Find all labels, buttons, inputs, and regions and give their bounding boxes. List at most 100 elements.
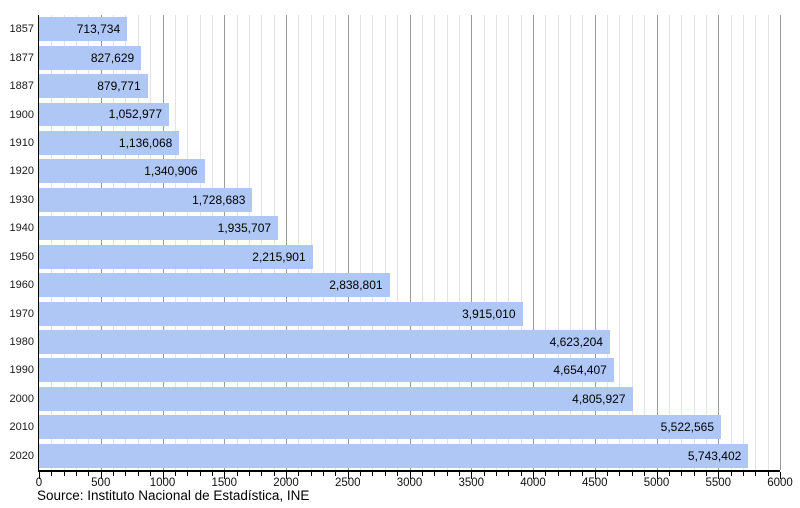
gridline-minor bbox=[150, 15, 152, 470]
x-tick-label: 6000 bbox=[767, 477, 793, 489]
x-tick-label: 1000 bbox=[149, 477, 176, 489]
gridline-minor bbox=[755, 15, 757, 470]
bar-1887: 879,771 bbox=[39, 74, 148, 98]
x-tick-minor bbox=[644, 472, 646, 476]
bar-value-label: 879,771 bbox=[97, 79, 141, 94]
x-tick-minor bbox=[51, 472, 53, 476]
bar-2010: 5,522,565 bbox=[39, 415, 722, 440]
x-tick-minor bbox=[211, 472, 213, 476]
gridline-major bbox=[162, 15, 164, 470]
y-tick-label: 1920 bbox=[9, 165, 34, 178]
gridline-minor bbox=[742, 15, 744, 470]
x-tick-minor bbox=[384, 472, 386, 476]
gridline-major bbox=[594, 15, 596, 470]
x-tick-minor bbox=[570, 472, 572, 476]
gridline-minor bbox=[298, 15, 300, 470]
x-tick-major bbox=[780, 472, 781, 479]
x-tick-minor bbox=[495, 472, 497, 476]
bar-value-label: 1,052,977 bbox=[108, 107, 163, 122]
bar-value-label: 1,728,683 bbox=[192, 192, 246, 207]
gridline-minor bbox=[51, 15, 53, 470]
x-tick-minor bbox=[125, 472, 127, 476]
bar-1877: 827,629 bbox=[39, 45, 142, 70]
gridline-minor bbox=[384, 15, 386, 470]
y-tick-label: 1877 bbox=[9, 51, 34, 64]
x-tick-minor bbox=[273, 472, 275, 476]
x-tick-major bbox=[594, 472, 596, 479]
gridline-minor bbox=[557, 15, 559, 470]
x-tick-label: 3500 bbox=[458, 477, 485, 489]
gridline-minor bbox=[261, 15, 263, 470]
bar-1990: 4,654,407 bbox=[39, 358, 614, 383]
gridline-minor bbox=[113, 15, 115, 470]
y-tick-label: 1940 bbox=[9, 222, 34, 235]
x-tick-minor bbox=[681, 472, 683, 476]
x-tick-minor bbox=[174, 472, 176, 476]
bar-value-label: 3,915,010 bbox=[462, 306, 516, 321]
gridline-minor bbox=[421, 15, 423, 470]
x-tick-major bbox=[718, 472, 720, 479]
gridline-minor bbox=[236, 15, 238, 470]
gridline-minor bbox=[397, 15, 399, 470]
gridline-major bbox=[409, 15, 411, 470]
x-tick-major bbox=[533, 472, 534, 479]
gridline-minor bbox=[458, 15, 460, 470]
gridline-minor bbox=[619, 15, 621, 470]
x-tick-minor bbox=[150, 472, 152, 476]
x-tick-minor bbox=[693, 472, 695, 476]
x-tick-minor bbox=[520, 472, 522, 476]
bar-1857: 713,734 bbox=[39, 17, 128, 42]
gridline-minor bbox=[372, 15, 374, 470]
x-tick-minor bbox=[557, 472, 559, 476]
bar-1960: 2,838,801 bbox=[39, 273, 390, 298]
bar-1940: 1,935,707 bbox=[39, 216, 279, 241]
y-tick-label: 1857 bbox=[9, 23, 34, 36]
x-tick-minor bbox=[607, 472, 609, 476]
x-tick-minor bbox=[730, 472, 732, 476]
bar-value-label: 5,743,402 bbox=[687, 448, 742, 463]
x-tick-minor bbox=[742, 472, 744, 476]
gridline-minor bbox=[310, 15, 312, 470]
x-tick-label: 2500 bbox=[334, 477, 361, 489]
x-tick-minor bbox=[668, 472, 670, 476]
gridline-minor bbox=[360, 15, 362, 470]
x-tick-label: 2000 bbox=[273, 477, 299, 489]
x-tick-minor bbox=[705, 472, 707, 476]
bar-value-label: 2,838,801 bbox=[329, 278, 383, 293]
x-tick-minor bbox=[458, 472, 460, 476]
x-tick-label: 1500 bbox=[211, 477, 238, 489]
x-tick-major bbox=[224, 472, 226, 479]
x-tick-minor bbox=[236, 472, 238, 476]
bar-value-label: 1,935,707 bbox=[217, 221, 272, 236]
gridline-minor bbox=[63, 15, 65, 470]
x-tick-minor bbox=[137, 472, 139, 476]
gridline-minor bbox=[434, 15, 436, 470]
bar-value-label: 4,654,407 bbox=[553, 363, 607, 378]
x-tick-label: 5000 bbox=[643, 477, 670, 489]
x-tick-major bbox=[39, 472, 40, 479]
x-tick-minor bbox=[88, 472, 90, 476]
x-tick-minor bbox=[767, 472, 769, 476]
gridline-minor bbox=[607, 15, 609, 470]
bar-1920: 1,340,906 bbox=[39, 159, 205, 184]
x-tick-minor bbox=[187, 472, 189, 476]
gridline-minor bbox=[187, 15, 189, 470]
x-tick-major bbox=[100, 472, 102, 479]
bar-value-label: 1,136,068 bbox=[118, 135, 173, 150]
source-caption: Source: Instituto Nacional de Estadístic… bbox=[37, 488, 310, 503]
gridline-minor bbox=[631, 15, 633, 470]
x-tick-minor bbox=[483, 472, 485, 476]
gridline-major bbox=[718, 15, 720, 470]
x-tick-minor bbox=[421, 472, 423, 476]
gridline-minor bbox=[483, 15, 485, 470]
gridline-minor bbox=[323, 15, 325, 470]
x-tick-label: 4500 bbox=[581, 477, 608, 489]
gridline-minor bbox=[335, 15, 337, 470]
gridline-minor bbox=[705, 15, 707, 470]
y-tick-label: 1960 bbox=[9, 279, 34, 292]
y-tick-label: 1980 bbox=[9, 336, 34, 349]
gridline-major bbox=[533, 15, 534, 470]
x-tick-minor bbox=[310, 472, 312, 476]
y-tick-label: 2000 bbox=[9, 392, 34, 405]
